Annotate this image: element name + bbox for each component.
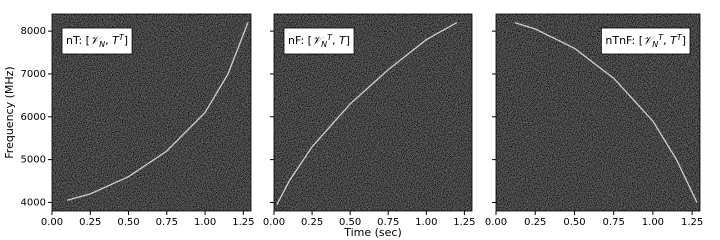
annotation-part: ,: [105, 34, 112, 47]
x-tick-label: 1.25: [681, 217, 703, 228]
x-tick-label: 0.50: [339, 217, 361, 228]
x-tick-label: 0.25: [524, 217, 546, 228]
y-tick-label: 7000: [21, 69, 46, 80]
annotation-part: nF: [: [288, 34, 312, 47]
x-tick-label: 0.00: [263, 217, 285, 228]
annotation-part: T: [119, 33, 125, 42]
x-tick-label: 1.25: [453, 217, 475, 228]
panel: 0.00 0.25 0.50 0.75 1.00 1.25 4000 5000 6000 7000…: [3, 13, 254, 228]
annotation-part: N: [99, 40, 105, 49]
annotation-part: T: [677, 33, 683, 42]
annotation-part: ]: [682, 34, 686, 47]
curve: [276, 22, 458, 205]
x-tick-label: 1.00: [415, 217, 437, 228]
annotation-box: [600, 27, 691, 55]
x-tick-label: 1.00: [642, 217, 664, 228]
frame: [51, 13, 252, 212]
annotation-part: ]: [346, 34, 350, 47]
annotation-box: [61, 27, 133, 55]
annotation-part: N: [321, 40, 327, 49]
annotation-part: ,: [332, 34, 339, 47]
panel: 0.00 0.25 0.50 0.75 1.00 1.25 nF: [𝒱NT, T] Time…: [263, 13, 476, 239]
annotation-part: ]: [124, 34, 128, 47]
annotation-part: T: [112, 34, 120, 47]
x-tick-label: 0.75: [156, 217, 178, 228]
annotation: nT: [𝒱N, TT]: [66, 33, 128, 49]
frame: [495, 13, 701, 212]
x-tick-label: 0.00: [485, 217, 507, 228]
x-axis-label: Time (sec): [343, 226, 402, 239]
annotation-part: nT: [: [66, 34, 90, 47]
x-tick-label: 0.25: [301, 217, 323, 228]
x-tick-label: 0.75: [603, 217, 625, 228]
annotation-part: nTnF: [: [605, 34, 643, 47]
annotation: nF: [𝒱NT, T]: [288, 33, 350, 49]
x-tick-label: 1.25: [232, 217, 254, 228]
annotation-part: ,: [663, 34, 670, 47]
annotation-part: T: [339, 34, 347, 47]
x-tick-label: 1.00: [194, 217, 216, 228]
curve: [67, 22, 249, 201]
y-tick-label: 5000: [21, 155, 46, 166]
y-axis-label: Frequency (MHz): [3, 66, 16, 158]
annotation-part: T: [670, 34, 678, 47]
y-tick-label: 8000: [21, 26, 46, 37]
panel: 0.00 0.25 0.50 0.75 1.00 1.25 nTnF: [𝒱NT, TT]: [485, 13, 703, 228]
curve: [514, 21, 698, 203]
annotation-part: T: [658, 33, 664, 42]
y-tick-label: 6000: [21, 112, 46, 123]
annotation: nTnF: [𝒱NT, TT]: [605, 33, 686, 49]
x-tick-label: 0.50: [117, 217, 139, 228]
x-tick-label: 0.25: [79, 217, 101, 228]
annotation-part: N: [652, 40, 658, 49]
frame: [273, 13, 473, 212]
x-tick-label: 0.50: [563, 217, 585, 228]
x-tick-label: 0.75: [377, 217, 399, 228]
annotation-box: [283, 27, 355, 55]
y-tick-label: 4000: [21, 197, 46, 208]
x-tick-label: 0.00: [41, 217, 63, 228]
annotation-part: T: [327, 33, 333, 42]
